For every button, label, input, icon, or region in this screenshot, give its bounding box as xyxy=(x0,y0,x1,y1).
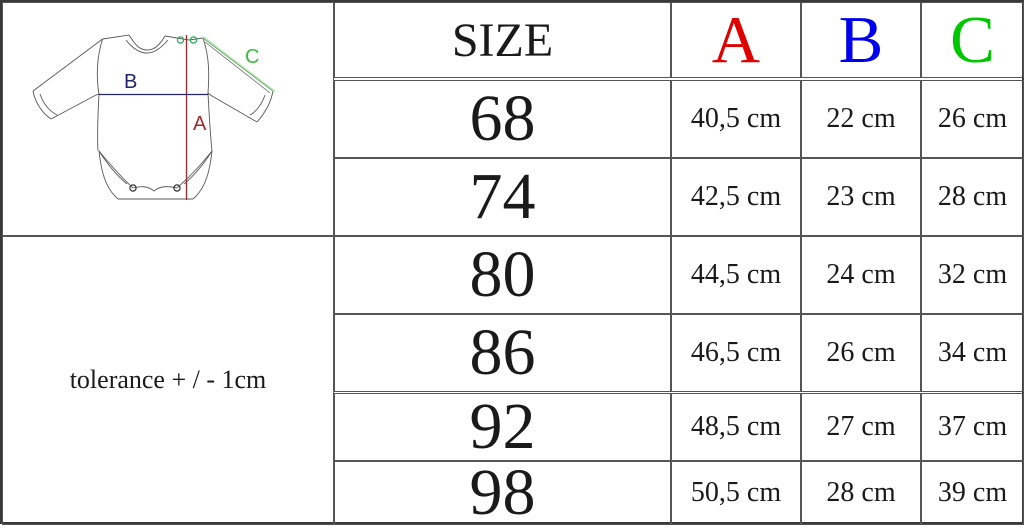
svg-text:A: A xyxy=(193,113,207,135)
svg-text:C: C xyxy=(245,46,259,68)
svg-text:B: B xyxy=(124,71,137,93)
